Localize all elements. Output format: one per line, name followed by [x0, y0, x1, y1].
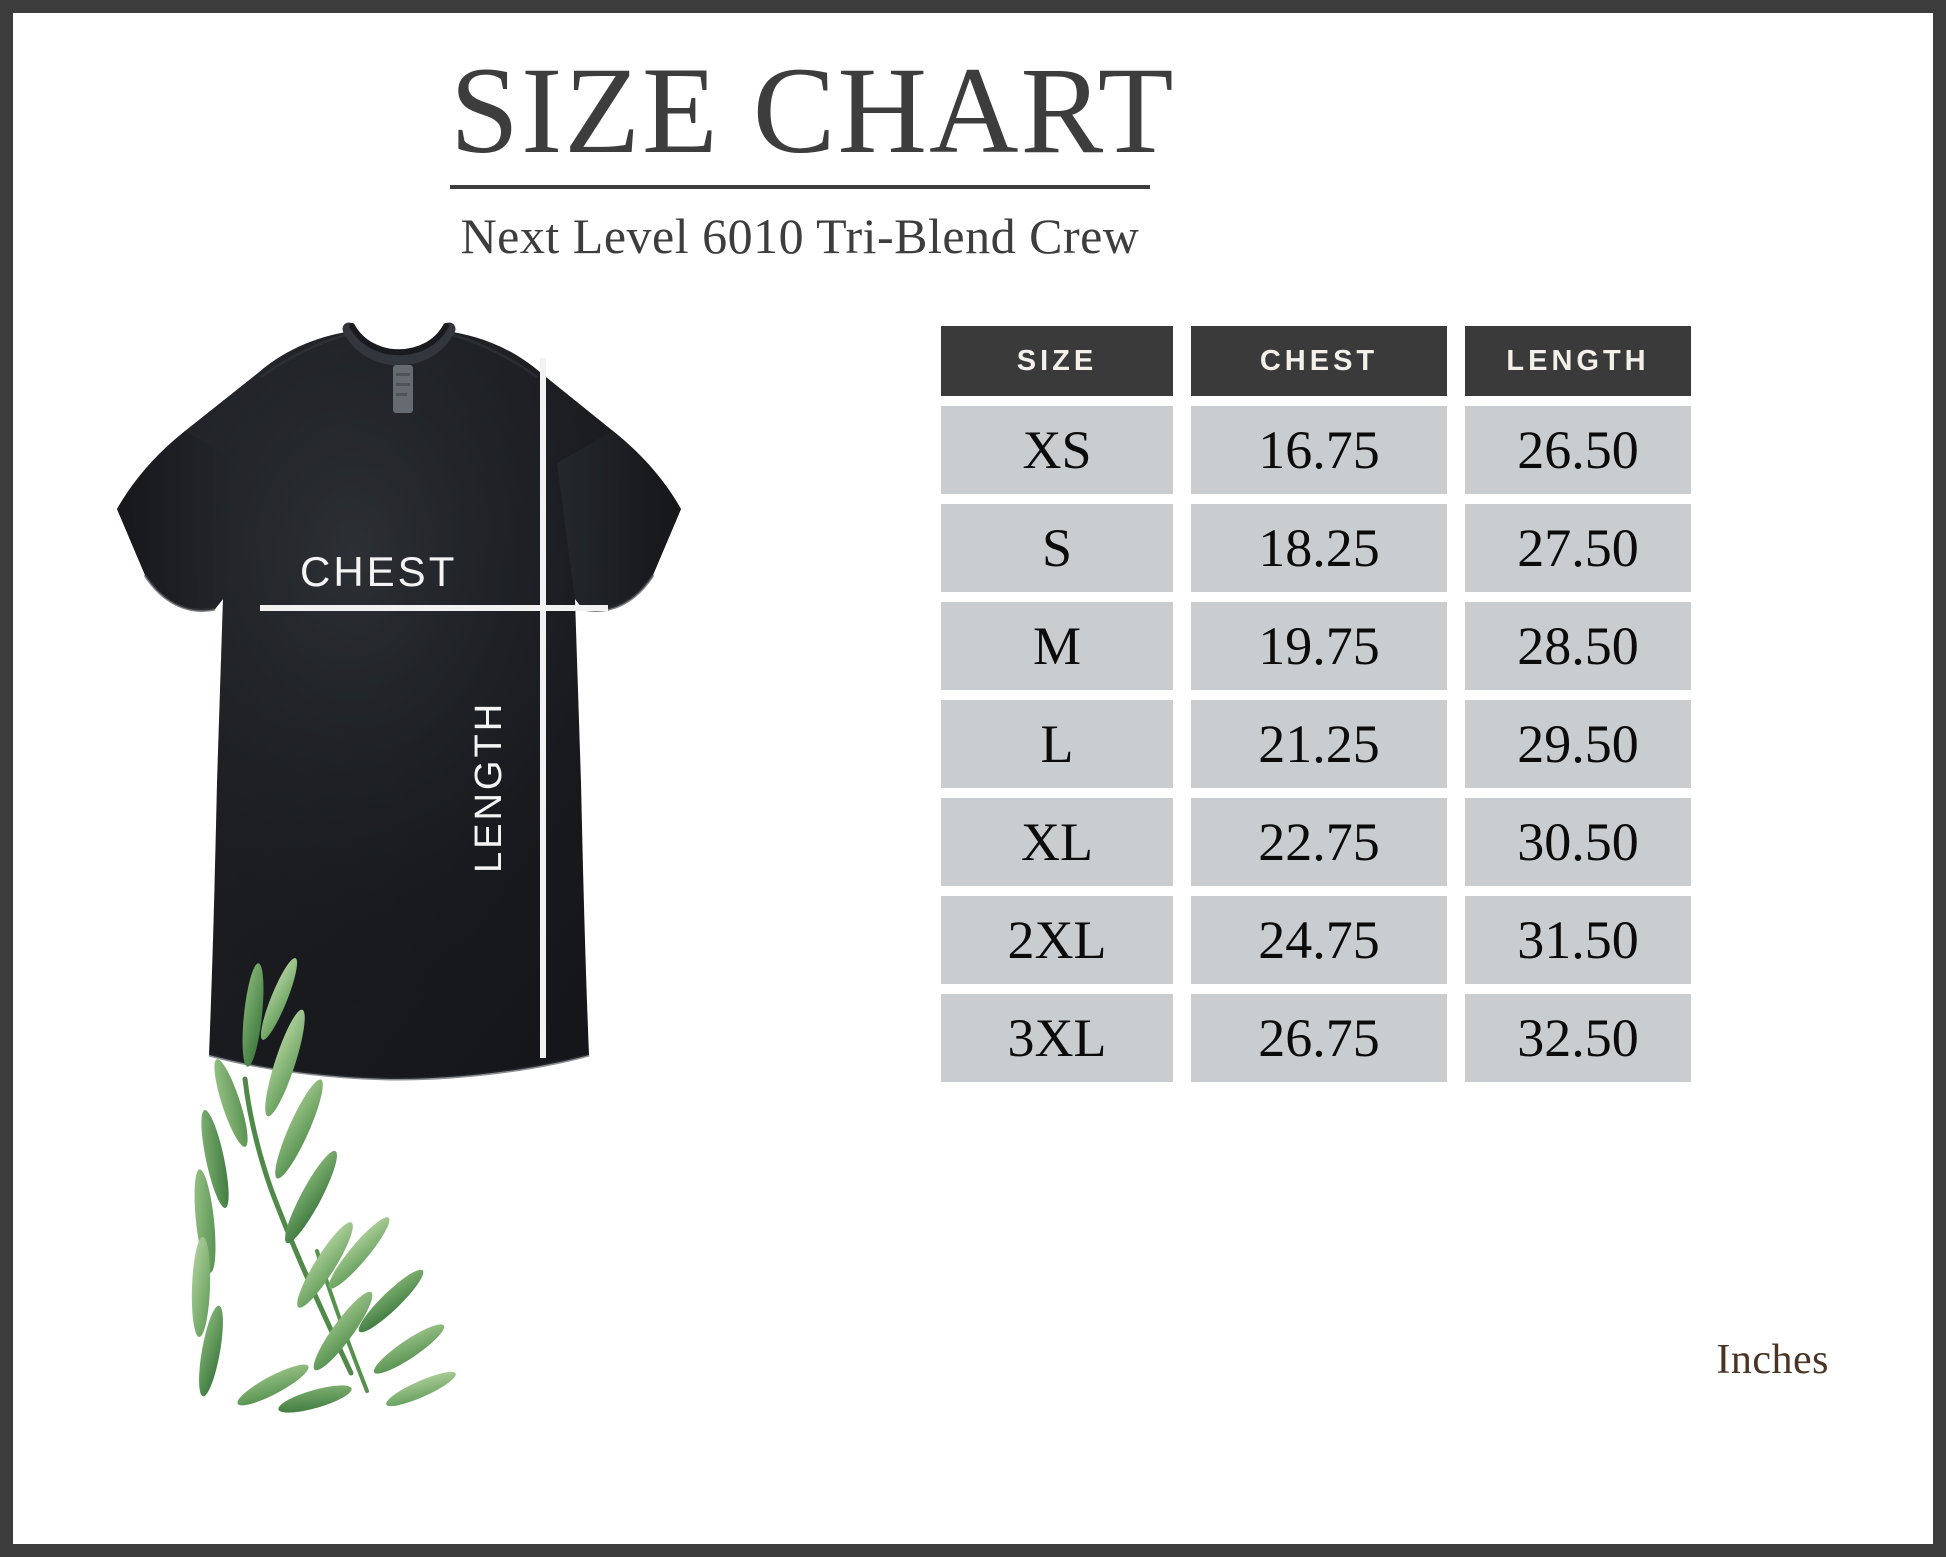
cell-size: XL: [941, 798, 1173, 886]
table-row: L 21.25 29.50: [941, 700, 1829, 788]
table-row: XL 22.75 30.50: [941, 798, 1829, 886]
cell-length: 32.50: [1465, 994, 1691, 1082]
table-row: 2XL 24.75 31.50: [941, 896, 1829, 984]
cell-chest: 21.25: [1191, 700, 1447, 788]
table-row: S 18.25 27.50: [941, 504, 1829, 592]
cell-length: 29.50: [1465, 700, 1691, 788]
chart-header: SIZE CHART Next Level 6010 Tri-Blend Cre…: [450, 42, 1176, 265]
cell-size: 3XL: [941, 994, 1173, 1082]
cell-length: 31.50: [1465, 896, 1691, 984]
cell-chest: 19.75: [1191, 602, 1447, 690]
garment-illustration: CHEST LENGTH: [53, 313, 743, 1413]
cell-length: 26.50: [1465, 406, 1691, 494]
cell-chest: 22.75: [1191, 798, 1447, 886]
brand-tag: [393, 365, 413, 413]
title-divider: [450, 185, 1150, 190]
cell-size: M: [941, 602, 1173, 690]
size-chart-canvas: SIZE CHART Next Level 6010 Tri-Blend Cre…: [13, 13, 1933, 1544]
cell-length: 30.50: [1465, 798, 1691, 886]
column-header-chest: CHEST: [1191, 326, 1447, 396]
column-header-size: SIZE: [941, 326, 1173, 396]
length-measure-line: [540, 358, 546, 1058]
page-title: SIZE CHART: [450, 42, 1176, 179]
chest-measure-label: CHEST: [300, 548, 458, 595]
cell-chest: 18.25: [1191, 504, 1447, 592]
page-subtitle: Next Level 6010 Tri-Blend Crew: [460, 208, 1140, 265]
length-measure-label: LENGTH: [468, 700, 510, 873]
table-row: XS 16.75 26.50: [941, 406, 1829, 494]
cell-chest: 16.75: [1191, 406, 1447, 494]
table-header-row: SIZE CHEST LENGTH: [941, 326, 1829, 396]
leaf-decoration: [191, 958, 456, 1413]
cell-size: S: [941, 504, 1173, 592]
units-label: Inches: [1716, 1337, 1829, 1383]
size-table: SIZE CHEST LENGTH XS 16.75 26.50 S 18.25…: [941, 326, 1829, 1383]
cell-size: XS: [941, 406, 1173, 494]
cell-chest: 24.75: [1191, 896, 1447, 984]
cell-size: L: [941, 700, 1173, 788]
cell-chest: 26.75: [1191, 994, 1447, 1082]
table-row: M 19.75 28.50: [941, 602, 1829, 690]
column-header-length: LENGTH: [1465, 326, 1691, 396]
chest-measure-line: [260, 605, 608, 611]
cell-length: 27.50: [1465, 504, 1691, 592]
cell-length: 28.50: [1465, 602, 1691, 690]
cell-size: 2XL: [941, 896, 1173, 984]
table-row: 3XL 26.75 32.50: [941, 994, 1829, 1082]
